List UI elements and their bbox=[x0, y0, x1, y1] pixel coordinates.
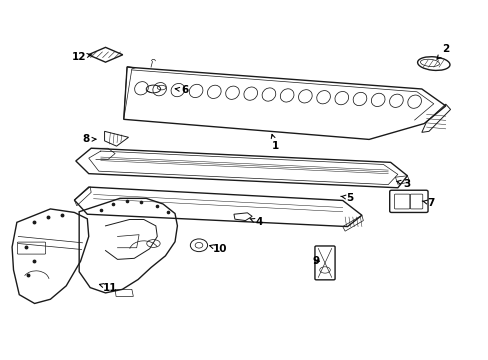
Text: 2: 2 bbox=[436, 45, 448, 59]
Text: 1: 1 bbox=[271, 134, 279, 152]
Text: 5: 5 bbox=[340, 193, 353, 203]
Text: 10: 10 bbox=[209, 244, 227, 254]
Text: 8: 8 bbox=[82, 134, 96, 144]
Text: 11: 11 bbox=[99, 283, 117, 293]
Text: 7: 7 bbox=[421, 198, 434, 208]
Text: 12: 12 bbox=[72, 51, 92, 62]
Text: 6: 6 bbox=[175, 85, 188, 95]
Text: 9: 9 bbox=[312, 256, 319, 266]
Text: 3: 3 bbox=[396, 179, 410, 189]
Text: 4: 4 bbox=[249, 217, 262, 227]
